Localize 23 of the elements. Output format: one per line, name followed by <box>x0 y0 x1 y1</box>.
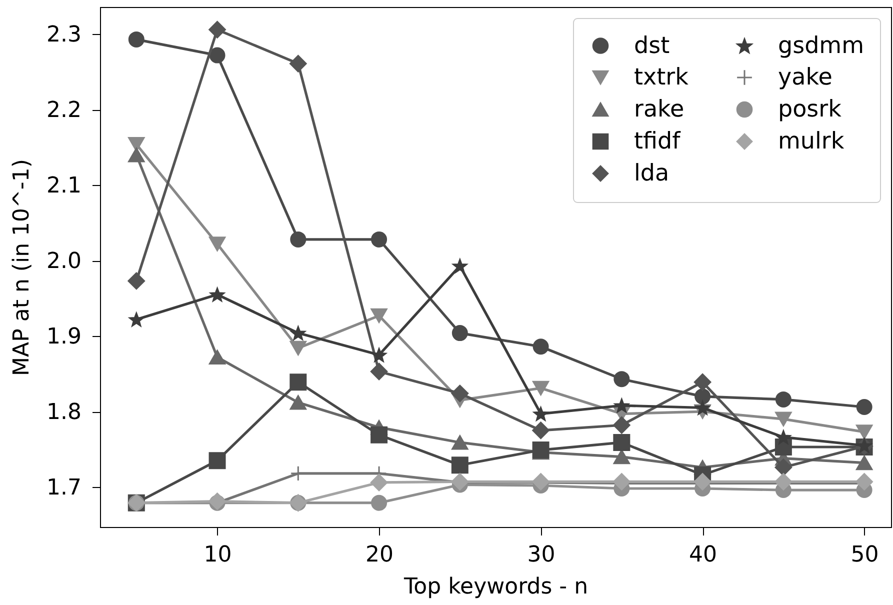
x-axis-title: Top keywords - n <box>402 574 588 600</box>
x-tick-label: 30 <box>527 542 556 568</box>
legend-label: yake <box>778 64 832 90</box>
y-tick-label: 1.9 <box>46 324 82 350</box>
y-tick-label: 2.1 <box>46 174 82 199</box>
y-tick-label: 2.0 <box>46 249 82 274</box>
legend-label: txtrk <box>634 64 690 90</box>
legend-label: mulrk <box>778 128 845 154</box>
y-tick-label: 1.7 <box>46 476 82 500</box>
x-tick-label: 10 <box>204 542 232 568</box>
y-tick-label: 2.3 <box>46 22 82 48</box>
y-tick-label: 2.2 <box>46 98 82 124</box>
x-tick-label: 50 <box>850 542 879 568</box>
legend-label: posrk <box>778 96 842 122</box>
legend-label: rake <box>634 96 684 122</box>
x-tick-label: 40 <box>689 542 718 568</box>
legend-label: tfidf <box>634 128 682 154</box>
legend-label: lda <box>634 160 670 186</box>
y-tick-label: 1.8 <box>46 400 82 426</box>
legend-label: gsdmm <box>778 32 864 59</box>
y-axis-title: MAP at n (in 10^-1) <box>10 159 35 376</box>
legend-label: dst <box>634 32 670 59</box>
x-tick-label: 20 <box>366 542 394 568</box>
